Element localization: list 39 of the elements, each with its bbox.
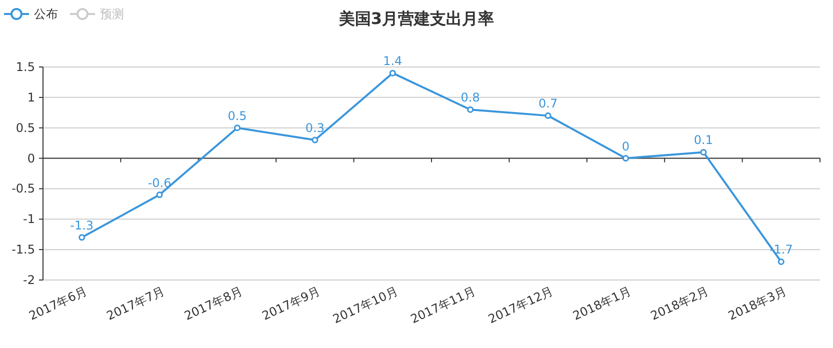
legend-label: 预测 [100, 7, 124, 21]
y-tick-label: 1.5 [16, 60, 35, 74]
x-tick-label: 2017年11月 [408, 284, 478, 326]
x-tick-label: 2017年9月 [260, 284, 322, 323]
y-tick-label: 0.5 [16, 120, 35, 135]
x-tick-label: 2017年12月 [486, 284, 556, 326]
y-tick-label: -2 [23, 273, 35, 287]
x-tick-label: 2017年7月 [104, 284, 167, 323]
point [78, 234, 86, 241]
point [234, 124, 240, 132]
data-label: 0.1 [694, 133, 713, 148]
y-tick-label: -1 [23, 212, 35, 226]
data-label: -1.3 [70, 218, 94, 232]
x-tick-label: 2018年2月 [648, 284, 711, 323]
chart-title: 美国3月营建支出月率 [338, 9, 494, 28]
point [700, 148, 707, 156]
y-tick-label: 0 [27, 151, 35, 166]
x-tick-label: 2018年1月 [570, 284, 634, 323]
x-tick-label: 2017年6月 [26, 284, 90, 323]
data-label: 0.8 [460, 90, 480, 105]
x-tick-label: 2017年8月 [182, 284, 245, 323]
y-tick-label: -0.5 [12, 182, 35, 196]
legend-label: 公布 [34, 7, 58, 21]
point [778, 258, 784, 265]
point [467, 106, 474, 113]
x-tick-label: 2018年3月 [726, 284, 788, 323]
data-label: 0.3 [305, 121, 324, 136]
point [156, 192, 163, 198]
data-label: 0.5 [228, 108, 247, 123]
point [622, 155, 629, 162]
point [389, 70, 396, 76]
point [312, 136, 318, 144]
y-tick-label: 1 [27, 90, 35, 104]
data-label: 1.4 [383, 54, 402, 68]
data-label: 0.7 [538, 96, 558, 111]
data-label: 0 [622, 139, 630, 154]
point [544, 112, 552, 119]
x-tick-label: 2017年10月 [330, 284, 400, 326]
y-tick-label: -1.5 [12, 242, 35, 257]
